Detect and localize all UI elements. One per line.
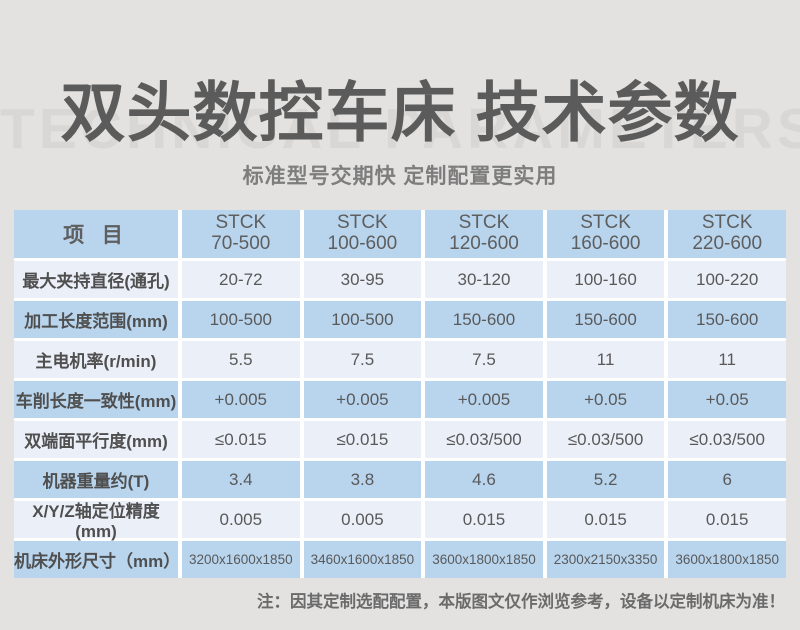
row-label: 主电机率(r/min) (14, 341, 178, 378)
spec-cell: 0.015 (546, 501, 665, 538)
spec-cell: 20-72 (182, 261, 300, 298)
spec-cell: +0.05 (668, 381, 786, 418)
model-series: STCK (458, 212, 510, 234)
spec-cell: 150-600 (668, 301, 786, 338)
footer-note: 注：因其定制选配配置，本版图文仅作浏览参考，设备以定制机床为准！ (257, 593, 785, 611)
model-number: 120-600 (449, 233, 519, 254)
model-number: 160-600 (570, 233, 641, 254)
spec-cell: 0.005 (182, 501, 300, 538)
spec-cell: 4.6 (425, 461, 543, 498)
spec-cell: 11 (546, 341, 665, 378)
spec-cell: 100-220 (668, 261, 786, 298)
spec-cell: 0.015 (425, 501, 543, 538)
column-header: STCK 160-600 (546, 210, 665, 258)
model-number: 220-600 (692, 233, 763, 254)
spec-cell: +0.005 (182, 381, 300, 418)
spec-cell: 3.8 (303, 461, 422, 498)
model-series: STCK (580, 212, 631, 234)
spec-cell: 150-600 (425, 301, 543, 338)
spec-cell: 3600x1800x1850 (668, 541, 786, 578)
spec-cell: 5.2 (546, 461, 665, 498)
spec-cell: 11 (668, 341, 786, 378)
page-title: 双头数控车床 技术参数 (60, 76, 740, 149)
row-label: X/Y/Z轴定位精度(mm) (14, 501, 178, 541)
model-series: STCK (215, 212, 267, 234)
row-label: 机床外形尺寸（mm） (14, 541, 180, 578)
spec-cell: ≤0.015 (182, 421, 300, 458)
spec-cell: 2300x2150x3350 (546, 541, 665, 578)
row-label: 双端面平行度(mm) (14, 421, 178, 458)
table-corner-header: 项 目 (14, 210, 178, 258)
model-number: 100-600 (327, 233, 398, 254)
spec-cell: +0.005 (425, 381, 543, 418)
model-series: STCK (701, 212, 753, 234)
row-label: 车削长度一致性(mm) (14, 381, 178, 418)
column-header: STCK 120-600 (425, 210, 543, 258)
spec-cell: 30-95 (303, 261, 422, 298)
model-series: STCK (337, 212, 388, 234)
spec-cell: 100-500 (182, 301, 300, 338)
row-label: 加工长度范围(mm) (14, 301, 178, 338)
column-header: STCK 220-600 (668, 210, 786, 258)
spec-cell: 3600x1800x1850 (425, 541, 543, 578)
spec-cell: 100-160 (546, 261, 665, 298)
spec-cell: 0.005 (303, 501, 422, 538)
spec-cell: +0.05 (546, 381, 665, 418)
spec-cell: ≤0.03/500 (668, 421, 786, 458)
model-number: 70-500 (211, 233, 271, 254)
spec-cell: ≤0.03/500 (425, 421, 543, 458)
spec-cell: ≤0.015 (303, 421, 422, 458)
spec-cell: 3200x1600x1850 (182, 541, 300, 578)
row-label: 机器重量约(T) (14, 461, 178, 498)
column-header: STCK 100-600 (303, 210, 422, 258)
spec-cell: 7.5 (303, 341, 422, 378)
spec-cell: 100-500 (303, 301, 422, 338)
spec-cell: 3460x1600x1850 (303, 541, 422, 578)
column-header: STCK 70-500 (182, 210, 300, 258)
spec-table: 项 目 STCK 70-500 STCK 100-600 STCK 120-60… (14, 210, 786, 578)
spec-cell: 30-120 (425, 261, 543, 298)
hero-section: TECHNICAL PARAMETERS 双头数控车床 技术参数 标准型号交期快… (0, 0, 800, 200)
row-label: 最大夹持直径(通孔) (14, 261, 178, 298)
page-subtitle: 标准型号交期快 定制配置更实用 (242, 165, 558, 188)
spec-cell: 5.5 (182, 341, 300, 378)
spec-cell: 0.015 (668, 501, 786, 538)
spec-cell: 6 (668, 461, 786, 498)
spec-cell: 7.5 (425, 341, 543, 378)
spec-cell: 150-600 (546, 301, 665, 338)
spec-cell: 3.4 (182, 461, 300, 498)
spec-cell: ≤0.03/500 (546, 421, 665, 458)
spec-cell: +0.005 (303, 381, 422, 418)
watermark-text: TECHNICAL PARAMETERS (0, 97, 800, 161)
